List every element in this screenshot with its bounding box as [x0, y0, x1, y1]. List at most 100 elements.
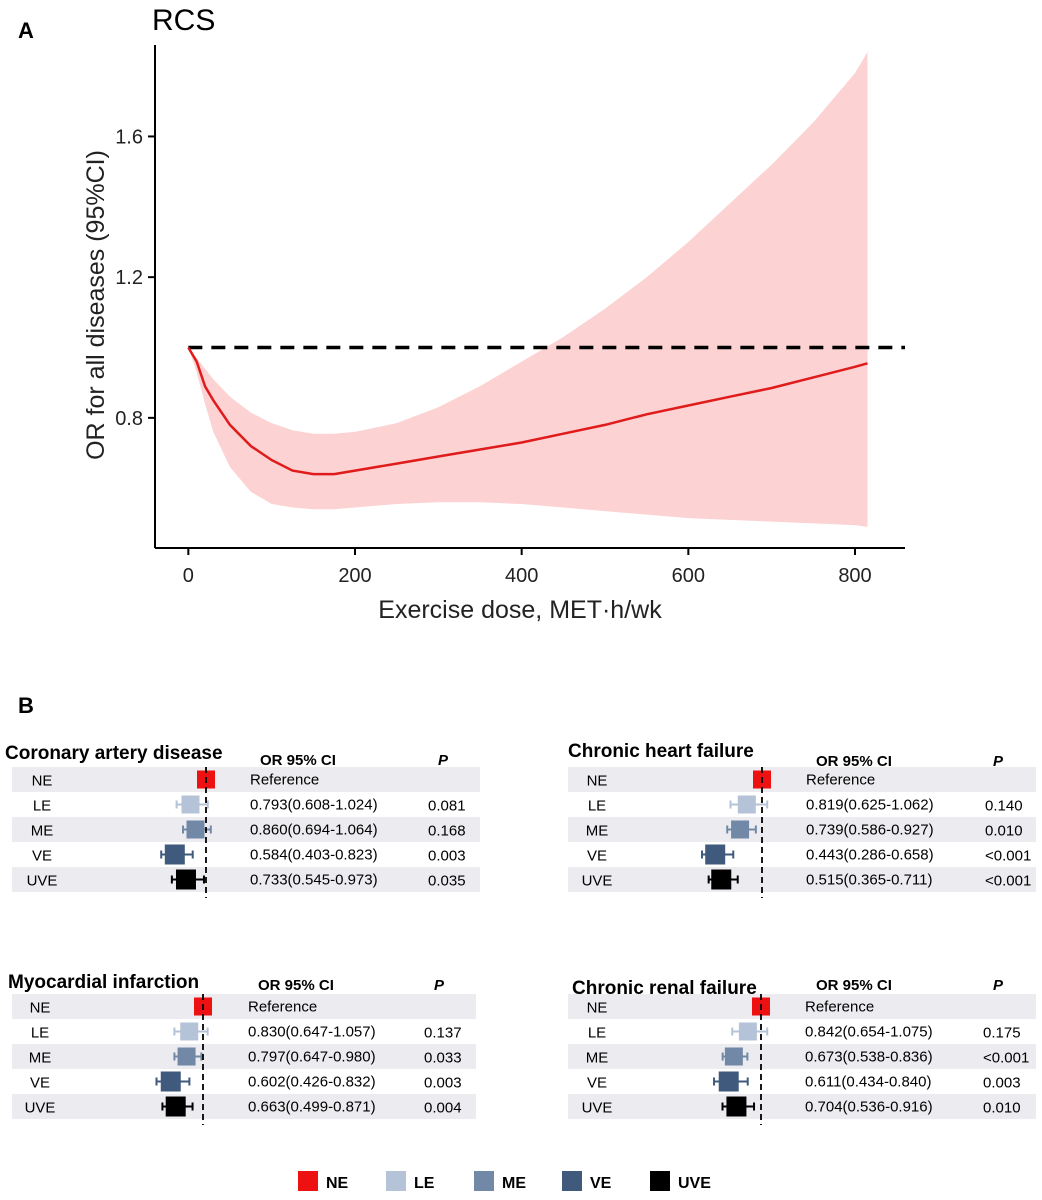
- or-marker: [160, 1071, 181, 1092]
- rcs-title: RCS: [152, 4, 215, 37]
- or-ci-text: 0.673(0.538-0.836): [805, 1049, 933, 1066]
- or-marker: [718, 1071, 739, 1092]
- or-marker: [705, 844, 726, 865]
- or-ci-text: 0.819(0.625-1.062): [806, 797, 934, 814]
- forest-plot: Coronary artery disease OR 95% CI P NE Refer…: [5, 743, 480, 898]
- or-marker: [181, 795, 200, 814]
- row-label: LE: [33, 798, 51, 815]
- or-ci-text: Reference: [805, 999, 874, 1016]
- legend-swatch: [474, 1171, 494, 1191]
- p-value: 0.137: [424, 1025, 462, 1042]
- p-value: <0.001: [985, 848, 1031, 865]
- p-header: P: [434, 977, 445, 994]
- x-tick-label: 400: [505, 565, 538, 587]
- or-marker: [731, 820, 750, 839]
- or-ci-text: Reference: [248, 999, 317, 1016]
- row-background: [568, 1044, 1036, 1069]
- forest-plot: Myocardial infarction OR 95% CI P NE Referen…: [8, 972, 476, 1125]
- or-ci-text: 0.842(0.654-1.075): [805, 1024, 933, 1041]
- legend: NE LE ME VE UVE: [298, 1171, 711, 1192]
- or-marker: [726, 1096, 747, 1117]
- or-marker: [738, 1022, 757, 1041]
- y-tick-label: 0.8: [115, 408, 143, 430]
- or-ci-text: 0.515(0.365-0.711): [806, 872, 932, 889]
- forest-title: Coronary artery disease: [5, 743, 223, 764]
- or-ci-text: 0.733(0.545-0.973): [250, 872, 378, 889]
- p-value: 0.168: [428, 823, 466, 840]
- legend-swatch: [386, 1171, 406, 1191]
- legend-label: UVE: [678, 1175, 711, 1192]
- row-label: LE: [588, 1025, 606, 1042]
- p-value: 0.175: [983, 1025, 1021, 1042]
- row-background: [568, 767, 1036, 792]
- or-ci-text: 0.611(0.434-0.840): [805, 1074, 931, 1091]
- row-label: ME: [31, 823, 54, 840]
- row-label: LE: [588, 798, 606, 815]
- or-ci-text: Reference: [806, 772, 875, 789]
- or-ci-text: 0.704(0.536-0.916): [805, 1099, 933, 1116]
- row-label: UVE: [27, 873, 58, 890]
- row-label: NE: [30, 1000, 51, 1017]
- legend-swatch: [562, 1171, 582, 1191]
- y-axis-title: OR for all diseases (95%CI): [82, 150, 110, 460]
- p-header: P: [993, 977, 1004, 994]
- forest-plot: Chronic renal failure OR 95% CI P NE Referen…: [568, 977, 1036, 1125]
- or-ci-text: Reference: [250, 772, 319, 789]
- or-marker: [724, 1047, 743, 1066]
- x-tick-label: 800: [838, 565, 871, 587]
- panel-a-label: A: [18, 18, 34, 43]
- p-value: 0.003: [983, 1075, 1021, 1092]
- row-label: ME: [586, 823, 609, 840]
- row-label: UVE: [25, 1100, 56, 1117]
- or-ci-header: OR 95% CI: [816, 977, 892, 994]
- x-tick-label: 0: [183, 565, 194, 587]
- legend-swatch: [650, 1171, 670, 1191]
- row-background: [12, 767, 480, 792]
- p-value: 0.010: [983, 1100, 1021, 1117]
- forest-plot: Chronic heart failure OR 95% CI P NE Referen…: [568, 741, 1036, 898]
- row-label: VE: [32, 848, 52, 865]
- panel-b-label: B: [18, 693, 34, 718]
- p-value: 0.004: [424, 1100, 462, 1117]
- x-axis-title: Exercise dose, MET·h/wk: [378, 596, 662, 624]
- or-marker: [180, 1022, 199, 1041]
- or-ci-text: 0.739(0.586-0.927): [806, 822, 934, 839]
- or-ci-text: 0.663(0.499-0.871): [248, 1099, 376, 1116]
- p-value: 0.035: [428, 873, 466, 890]
- row-background: [568, 817, 1036, 842]
- forest-plots: Coronary artery disease OR 95% CI P NE Refer…: [5, 741, 1036, 1125]
- or-ci-text: 0.797(0.647-0.980): [248, 1049, 376, 1066]
- or-marker: [186, 820, 205, 839]
- row-label: ME: [586, 1050, 609, 1067]
- row-background: [12, 994, 476, 1019]
- row-label: VE: [30, 1075, 50, 1092]
- or-ci-header: OR 95% CI: [260, 752, 336, 769]
- p-value: <0.001: [983, 1050, 1029, 1067]
- row-label: VE: [587, 848, 607, 865]
- p-value: 0.003: [424, 1075, 462, 1092]
- rcs-plot: 0 200 400 600 800 0.8 1.2 1.6 Exercise dose, MET…: [82, 45, 905, 624]
- row-label: LE: [31, 1025, 49, 1042]
- legend-swatch: [298, 1171, 318, 1191]
- or-marker: [165, 1096, 186, 1117]
- or-marker: [175, 869, 196, 890]
- x-tick-label: 600: [672, 565, 705, 587]
- or-ci-text: 0.793(0.608-1.024): [250, 797, 378, 814]
- p-value: 0.003: [428, 848, 466, 865]
- or-marker: [177, 1047, 196, 1066]
- row-label: UVE: [582, 873, 613, 890]
- legend-label: LE: [414, 1175, 435, 1192]
- or-marker: [737, 795, 756, 814]
- or-ci-text: 0.860(0.694-1.064): [250, 822, 378, 839]
- forest-title: Myocardial infarction: [8, 972, 199, 993]
- p-header: P: [438, 752, 449, 769]
- row-label: NE: [587, 773, 608, 790]
- or-marker: [711, 869, 732, 890]
- or-ci-text: 0.602(0.426-0.832): [248, 1074, 376, 1091]
- or-ci-header: OR 95% CI: [258, 977, 334, 994]
- or-ci-text: 0.443(0.286-0.658): [806, 847, 934, 864]
- p-value: 0.140: [985, 798, 1023, 815]
- row-label: UVE: [582, 1100, 613, 1117]
- forest-title: Chronic renal failure: [572, 978, 757, 999]
